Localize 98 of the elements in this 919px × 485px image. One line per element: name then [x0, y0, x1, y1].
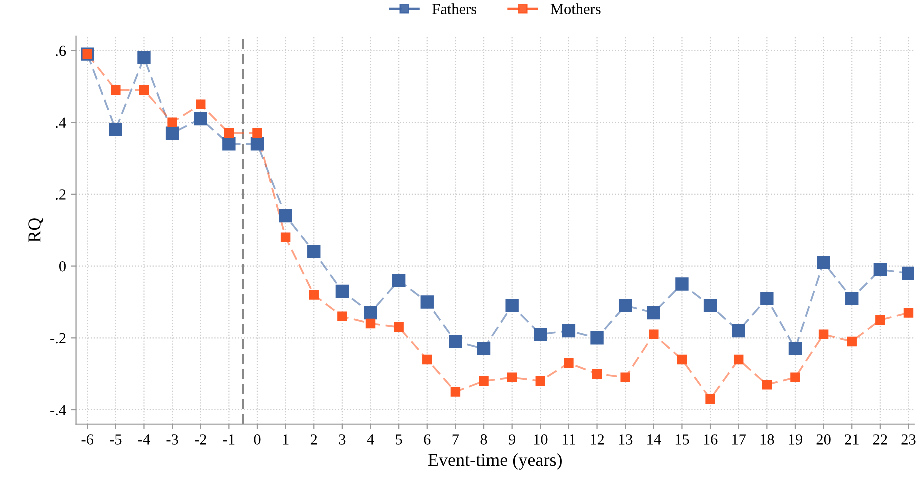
point — [111, 85, 121, 96]
point — [279, 209, 292, 223]
y-tick-label: 0 — [60, 261, 66, 272]
point — [449, 335, 462, 348]
x-tick-label: 13 — [619, 434, 633, 445]
point — [649, 330, 659, 340]
x-tick-label: 10 — [534, 434, 548, 445]
point — [196, 100, 206, 110]
point — [250, 138, 264, 151]
point — [817, 256, 830, 270]
point — [224, 128, 234, 138]
point — [222, 138, 236, 151]
point — [732, 324, 746, 338]
point — [168, 118, 178, 128]
x-tick-label: 7 — [452, 434, 460, 445]
point — [904, 308, 914, 318]
x-tick-label: 16 — [704, 434, 718, 445]
x-tick-label: -2 — [195, 434, 206, 445]
point — [618, 299, 632, 312]
point — [564, 358, 574, 368]
point — [139, 85, 150, 96]
point — [392, 274, 406, 288]
x-tick-label: -5 — [110, 434, 122, 445]
point — [788, 342, 802, 356]
point — [876, 315, 886, 326]
point — [874, 263, 888, 276]
x-tick-label: 21 — [845, 434, 859, 445]
x-tick-label: 9 — [509, 434, 516, 445]
x-tick-label: 3 — [339, 434, 346, 445]
point — [506, 299, 519, 312]
point — [902, 266, 914, 280]
point — [364, 306, 378, 320]
point — [166, 126, 180, 140]
x-tick-label: 17 — [732, 434, 746, 445]
y-tick-label: .4 — [56, 118, 66, 128]
point — [252, 128, 262, 138]
x-tick-label: -4 — [138, 434, 150, 445]
x-tick-label: 11 — [562, 434, 576, 445]
point — [790, 372, 800, 383]
point — [336, 284, 350, 298]
point — [704, 299, 718, 312]
point — [847, 336, 857, 347]
y-axis-title: RQ — [28, 218, 44, 242]
point — [590, 332, 604, 345]
x-tick-label: 12 — [590, 434, 604, 445]
point — [818, 330, 829, 340]
point — [706, 394, 716, 404]
x-tick-label: -3 — [166, 434, 178, 445]
y-tick-label: -.4 — [50, 405, 66, 416]
point — [534, 328, 548, 342]
x-tick-label: -1 — [223, 434, 235, 445]
point — [109, 123, 123, 136]
x-tick-label: 18 — [760, 434, 774, 445]
x-tick-label: -6 — [82, 434, 94, 445]
point — [308, 245, 321, 259]
point — [366, 318, 376, 329]
point — [762, 380, 772, 390]
x-tick-label: 0 — [254, 434, 261, 445]
y-tick-label: .2 — [56, 190, 66, 200]
legend-label: Mothers — [550, 4, 601, 14]
y-tick-label: .6 — [56, 46, 66, 56]
x-tick-label: 22 — [873, 434, 888, 445]
point — [676, 278, 689, 291]
x-tick-label: 1 — [283, 434, 289, 445]
x-tick-label: 15 — [676, 434, 690, 445]
x-tick-label: 2 — [310, 434, 318, 445]
point — [562, 324, 576, 338]
point — [677, 354, 688, 365]
point — [450, 387, 461, 397]
x-axis-title: Event-time (years) — [428, 454, 562, 470]
point — [194, 112, 208, 126]
x-tick-label: 19 — [789, 434, 802, 445]
point — [647, 306, 661, 320]
x-tick-label: 20 — [816, 434, 831, 445]
x-tick-label: 5 — [396, 434, 402, 445]
point — [846, 292, 859, 306]
point — [422, 354, 432, 365]
point — [479, 376, 489, 386]
point — [420, 296, 434, 309]
point — [394, 322, 404, 332]
legend-label: Fathers — [432, 4, 477, 14]
point — [734, 354, 744, 365]
y-tick-label: -.2 — [50, 333, 66, 344]
point — [760, 292, 774, 306]
point — [309, 290, 319, 300]
point — [477, 342, 491, 356]
x-tick-label: 8 — [480, 434, 488, 445]
x-tick-label: 4 — [367, 434, 374, 445]
point — [592, 369, 602, 379]
point — [507, 372, 518, 383]
point — [620, 372, 630, 383]
point — [338, 312, 348, 322]
point — [138, 51, 151, 65]
x-tick-label: 14 — [648, 434, 662, 445]
point — [536, 376, 546, 386]
x-tick-label: 6 — [424, 434, 431, 445]
point — [280, 232, 291, 242]
x-tick-label: 23 — [902, 434, 916, 445]
